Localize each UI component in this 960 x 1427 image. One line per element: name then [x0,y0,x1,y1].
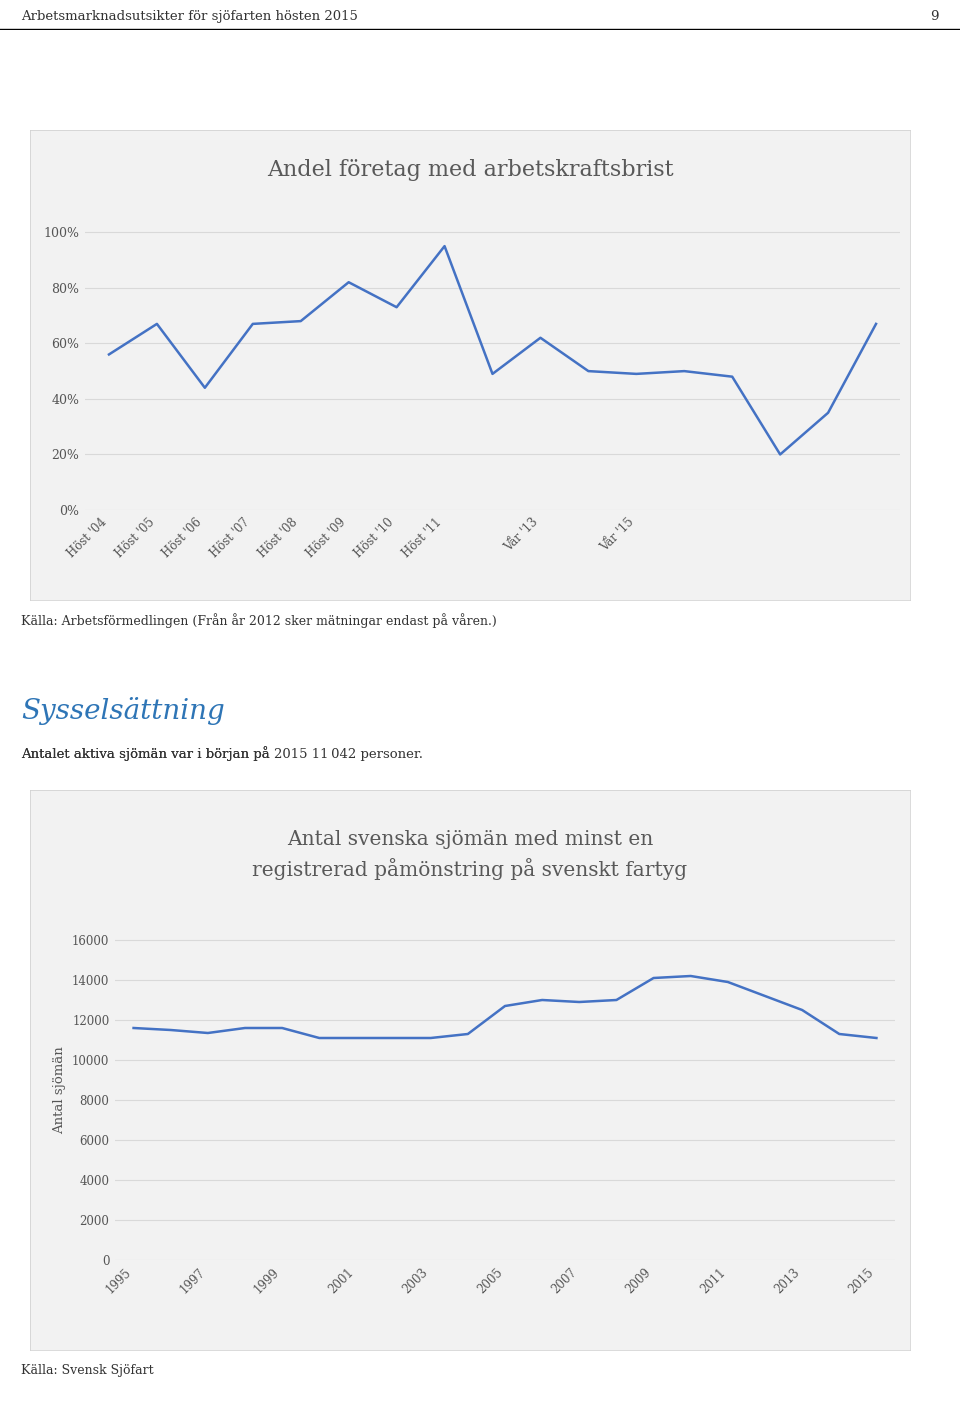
Text: Arbetsmarknadsutsikter för sjöfarten hösten 2015: Arbetsmarknadsutsikter för sjöfarten hös… [21,10,358,23]
Text: Antalet aktiva sjömän var i början på: Antalet aktiva sjömän var i början på [21,746,275,762]
Text: Källa: Svensk Sjöfart: Källa: Svensk Sjöfart [21,1364,154,1377]
Text: 9: 9 [930,10,939,23]
Text: Antal sjömän: Antal sjömän [53,1046,66,1134]
Text: Antalet aktiva sjömän var i början på 2015 11 042 personer.: Antalet aktiva sjömän var i början på 20… [21,746,423,762]
Text: Andel företag med arbetskraftsbrist: Andel företag med arbetskraftsbrist [267,158,673,181]
Text: Antal svenska sjömän med minst en
registrerad påmönstring på svenskt fartyg: Antal svenska sjömän med minst en regist… [252,831,687,880]
Text: Sysselsättning: Sysselsättning [21,696,225,725]
Text: Källa: Arbetsförmedlingen (Från år 2012 sker mätningar endast på våren.): Källa: Arbetsförmedlingen (Från år 2012 … [21,614,497,628]
